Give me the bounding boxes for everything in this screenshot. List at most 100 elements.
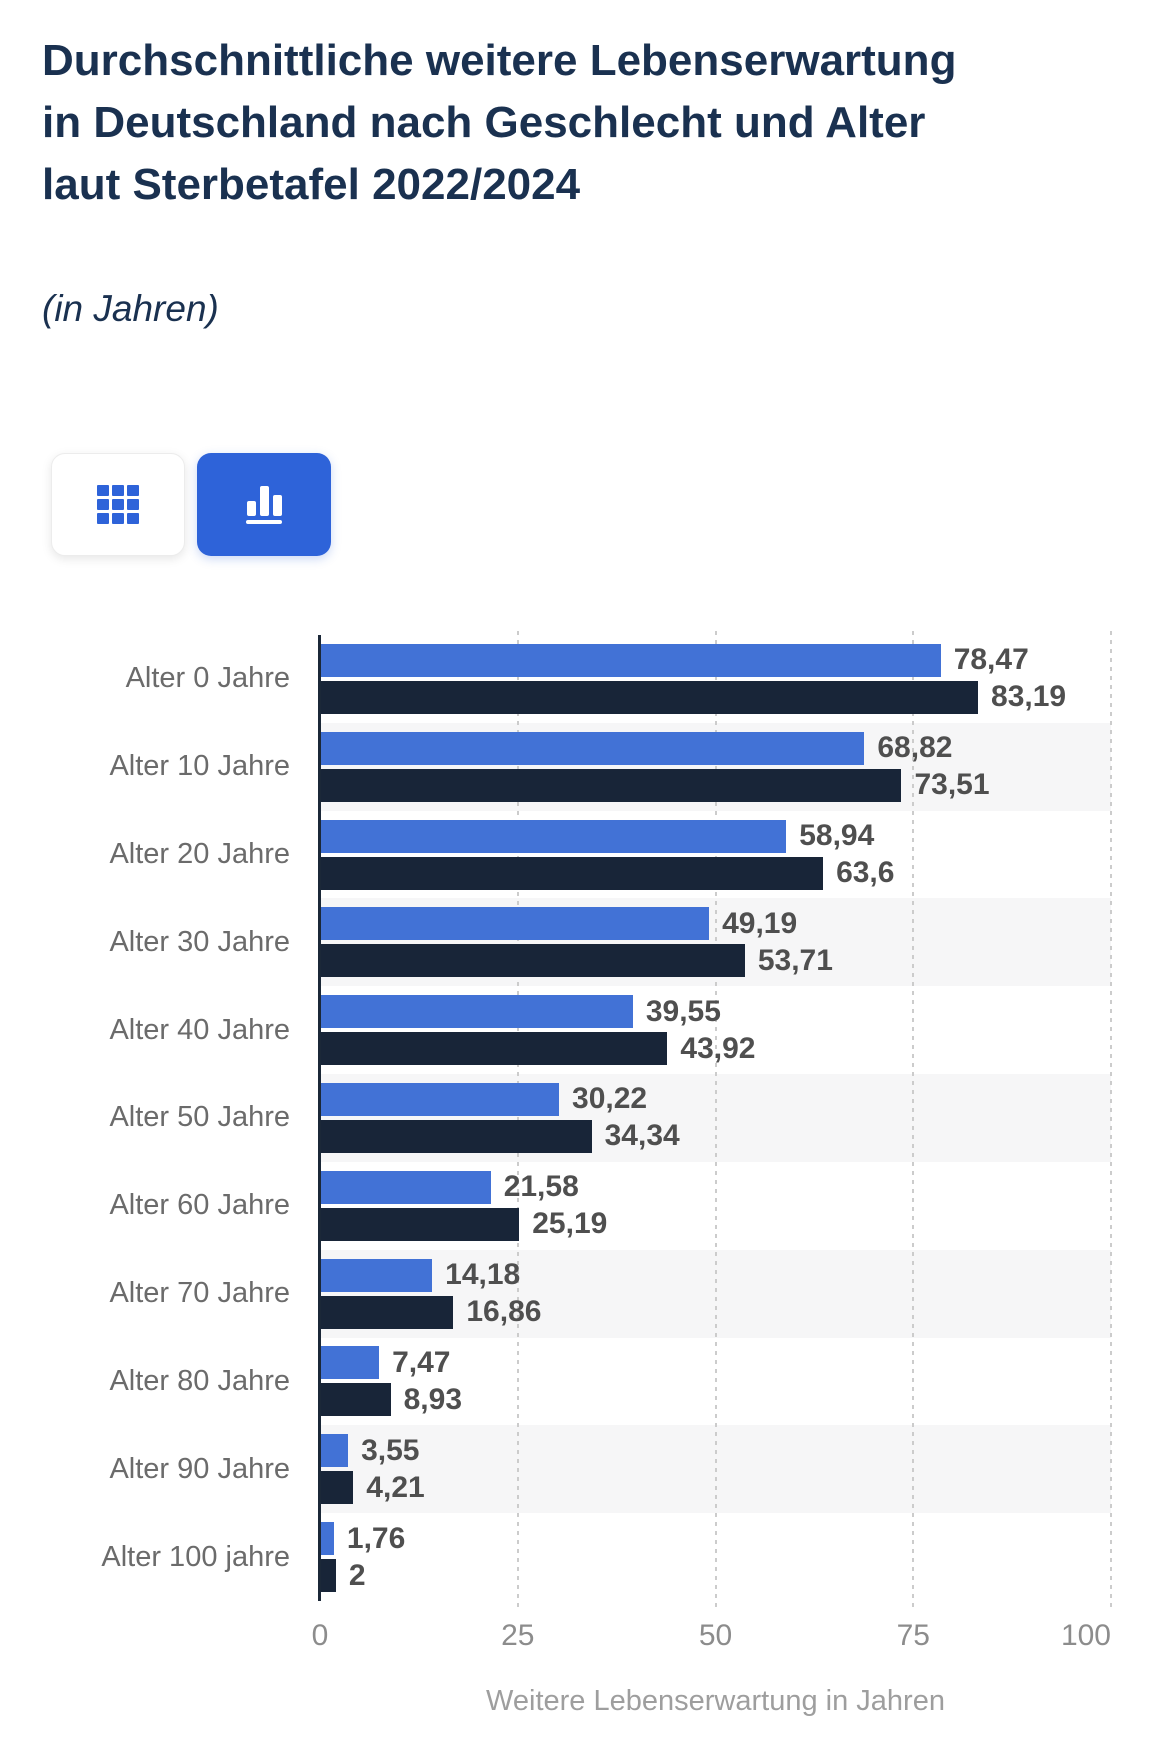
bar-value-label: 53,71: [757, 943, 833, 977]
bar-track: 21,58: [320, 1170, 1111, 1204]
chart-view-button[interactable]: [197, 453, 331, 556]
x-tick-label: 0: [311, 1619, 329, 1652]
page-subtitle: (in Jahren): [42, 288, 219, 329]
bar-track: 30,22: [320, 1082, 1111, 1116]
bar-group: 39,55 43,92: [320, 986, 1111, 1074]
bar-series-2[interactable]: [320, 1119, 592, 1153]
bar-series-1[interactable]: [320, 1170, 491, 1204]
category-label: Alter 70 Jahre: [109, 1277, 290, 1310]
chart-row: Alter 100 jahre 1,76 2: [0, 1513, 1111, 1601]
x-tick-label: 100: [1060, 1619, 1111, 1652]
chart-row: Alter 90 Jahre 3,55 4,21: [0, 1425, 1111, 1514]
bar-track: 14,18: [320, 1258, 1111, 1292]
bar-series-2[interactable]: [320, 1383, 391, 1417]
bar-group: 1,76 2: [320, 1513, 1111, 1601]
bar-series-2[interactable]: [320, 856, 824, 890]
chart-row: Alter 0 Jahre 78,47 83,19: [0, 635, 1111, 723]
bar-value-label: 68,82: [877, 731, 953, 765]
x-tick-label: 25: [501, 1619, 535, 1652]
x-tick-label: 75: [896, 1619, 930, 1652]
bar-series-2[interactable]: [320, 768, 902, 802]
bar-track: 49,19: [320, 907, 1111, 941]
category-label: Alter 10 Jahre: [109, 750, 290, 783]
bar-track: 8,93: [320, 1382, 1111, 1417]
chart-row: Alter 30 Jahre 49,19 53,71: [0, 898, 1111, 987]
bar-group: 68,82 73,51: [320, 723, 1111, 811]
bar-series-2[interactable]: [320, 1207, 520, 1241]
row-plot: 30,22 34,34: [320, 1074, 1111, 1162]
bar-track: 25,19: [320, 1207, 1111, 1241]
row-plot: 49,19 53,71: [320, 898, 1111, 987]
bar-value-label: 4,21: [366, 1470, 425, 1504]
category-label: Alter 30 Jahre: [109, 925, 290, 958]
chart: Alter 0 Jahre 78,47 83,19 Alter 10 Jahre 68,…: [0, 631, 1170, 1735]
bar-track: 43,92: [320, 1031, 1111, 1066]
bar-track: 2: [320, 1559, 1111, 1593]
bar-chart-icon: [246, 485, 282, 524]
bar-value-label: 39,55: [645, 994, 721, 1028]
category-label: Alter 20 Jahre: [109, 838, 290, 871]
bar-value-label: 3,55: [361, 1433, 420, 1467]
row-plot: 14,18 16,86: [320, 1249, 1111, 1338]
bar-series-2[interactable]: [320, 1471, 354, 1505]
page-title: Durchschnittliche weitere Lebenserwartun…: [42, 36, 957, 209]
row-plot: 39,55 43,92: [320, 986, 1111, 1074]
bar-series-2[interactable]: [320, 680, 979, 714]
bar-series-1[interactable]: [320, 995, 633, 1029]
chart-row: Alter 60 Jahre 21,58 25,19: [0, 1162, 1111, 1250]
row-plot: 68,82 73,51: [320, 722, 1111, 811]
bar-track: 34,34: [320, 1119, 1111, 1153]
bar-track: 58,94: [320, 819, 1111, 853]
bar-series-1[interactable]: [320, 1434, 349, 1468]
bar-series-2[interactable]: [320, 1032, 668, 1066]
bar-value-label: 8,93: [403, 1382, 463, 1416]
bar-series-1[interactable]: [320, 1522, 334, 1556]
category-label: Alter 100 jahre: [101, 1540, 290, 1573]
bar-track: 3,55: [320, 1433, 1111, 1468]
view-toggle-toolbar: [51, 453, 331, 556]
bar-series-2[interactable]: [320, 944, 745, 978]
bar-track: 68,82: [320, 731, 1111, 765]
bar-group: 7,47 8,93: [320, 1338, 1111, 1426]
bar-track: 4,21: [320, 1470, 1111, 1505]
category-label: Alter 90 Jahre: [109, 1452, 290, 1485]
bar-value-label: 73,51: [914, 768, 990, 802]
row-plot: 58,94 63,6: [320, 811, 1111, 899]
row-plot: 1,76 2: [320, 1513, 1111, 1601]
bar-track: 73,51: [320, 768, 1111, 802]
bar-series-1[interactable]: [320, 907, 710, 941]
bar-track: 7,47: [320, 1345, 1111, 1380]
chart-rows: Alter 0 Jahre 78,47 83,19 Alter 10 Jahre 68,…: [0, 635, 1111, 1601]
row-plot: 78,47 83,19: [320, 635, 1111, 723]
bar-series-1[interactable]: [320, 643, 941, 677]
bar-value-label: 58,94: [799, 819, 875, 853]
chart-row: Alter 10 Jahre 68,82 73,51: [0, 722, 1111, 811]
chart-row: Alter 80 Jahre 7,47 8,93: [0, 1338, 1111, 1426]
bar-series-1[interactable]: [320, 1346, 380, 1380]
bar-group: 21,58 25,19: [320, 1162, 1111, 1250]
bar-value-label: 1,76: [346, 1521, 406, 1555]
bar-value-label: 63,6: [836, 856, 895, 890]
bar-value-label: 25,19: [532, 1207, 608, 1241]
bar-series-2[interactable]: [320, 1295, 454, 1329]
bar-series-1[interactable]: [320, 1258, 433, 1292]
row-plot: 7,47 8,93: [320, 1338, 1111, 1426]
category-label: Alter 80 Jahre: [109, 1364, 290, 1397]
bar-track: 78,47: [320, 643, 1111, 677]
table-view-button[interactable]: [51, 453, 185, 556]
bar-value-label: 7,47: [392, 1345, 451, 1379]
bar-series-2[interactable]: [320, 1559, 336, 1593]
bar-value-label: 16,86: [466, 1295, 542, 1329]
x-axis-title: Weitere Lebenserwartung in Jahren: [486, 1685, 945, 1717]
chart-row: Alter 50 Jahre 30,22 34,34: [0, 1074, 1111, 1162]
bar-series-1[interactable]: [320, 1082, 560, 1116]
bar-value-label: 43,92: [680, 1031, 756, 1065]
x-tick-label: 50: [698, 1619, 733, 1652]
chart-row: Alter 40 Jahre 39,55 43,92: [0, 986, 1111, 1074]
x-axis-ticks: 0 25 50 75 100: [312, 1619, 1111, 1661]
bar-series-1[interactable]: [320, 731, 865, 765]
row-plot: 3,55 4,21: [320, 1425, 1111, 1514]
category-label: Alter 40 Jahre: [109, 1013, 290, 1046]
bar-series-1[interactable]: [320, 819, 787, 853]
bar-value-label: 34,34: [604, 1119, 680, 1153]
